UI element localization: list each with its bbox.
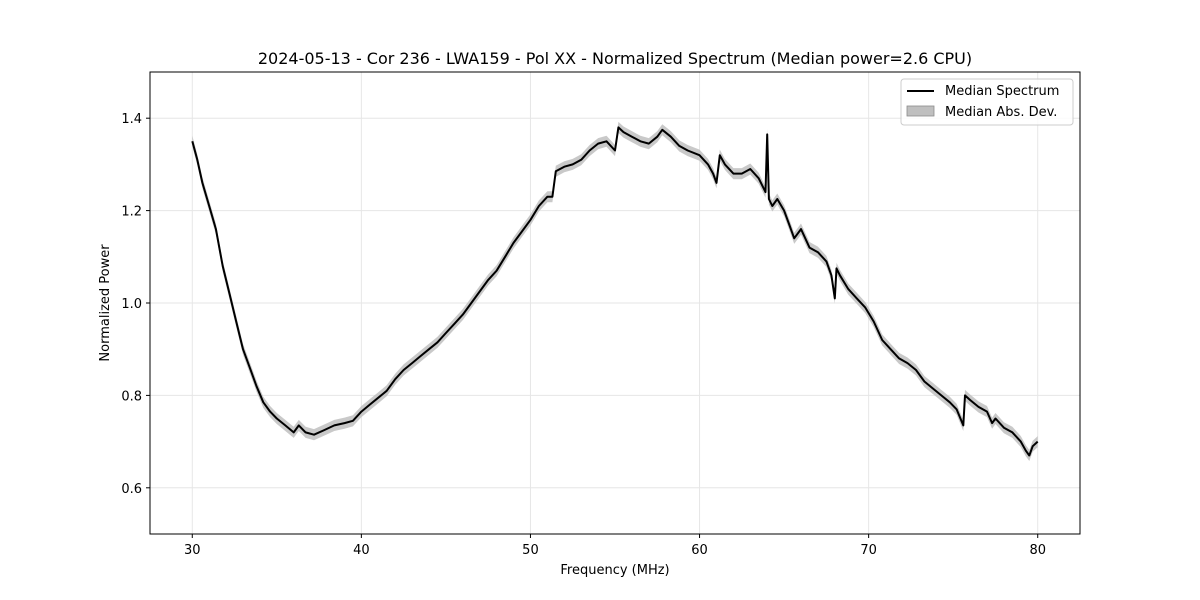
x-axis-label: Frequency (MHz) (560, 563, 669, 578)
median-spectrum-line (191, 126, 1039, 457)
x-tick-label: 40 (353, 543, 370, 558)
y-tick-label: 1.4 (121, 112, 142, 127)
legend-mad-label: Median Abs. Dev. (945, 105, 1057, 120)
y-axis-label: Normalized Power (98, 244, 113, 362)
x-tick-label: 70 (860, 543, 877, 558)
x-tick-label: 30 (184, 543, 201, 558)
chart-title: 2024-05-13 - Cor 236 - LWA159 - Pol XX -… (258, 49, 972, 68)
y-tick-label: 0.6 (121, 482, 142, 497)
legend-box (900, 78, 1074, 126)
legend-median-spectrum-label: Median Spectrum (945, 84, 1059, 99)
y-tick-label: 0.8 (121, 389, 142, 404)
x-tick-label: 60 (691, 543, 708, 558)
y-tick-label: 1.0 (121, 297, 142, 312)
median-line-layer (191, 126, 1039, 457)
x-tick-label: 80 (1029, 543, 1046, 558)
y-axis-ticks: 0.6 0.8 1.0 1.2 1.4 (121, 112, 150, 497)
y-tick-label: 1.2 (121, 205, 142, 220)
legend: Median Spectrum Median Abs. Dev. (900, 78, 1074, 126)
x-tick-label: 50 (522, 543, 539, 558)
x-axis-ticks: 30 40 50 60 70 80 (184, 534, 1046, 558)
legend-mad-swatch (906, 105, 935, 117)
